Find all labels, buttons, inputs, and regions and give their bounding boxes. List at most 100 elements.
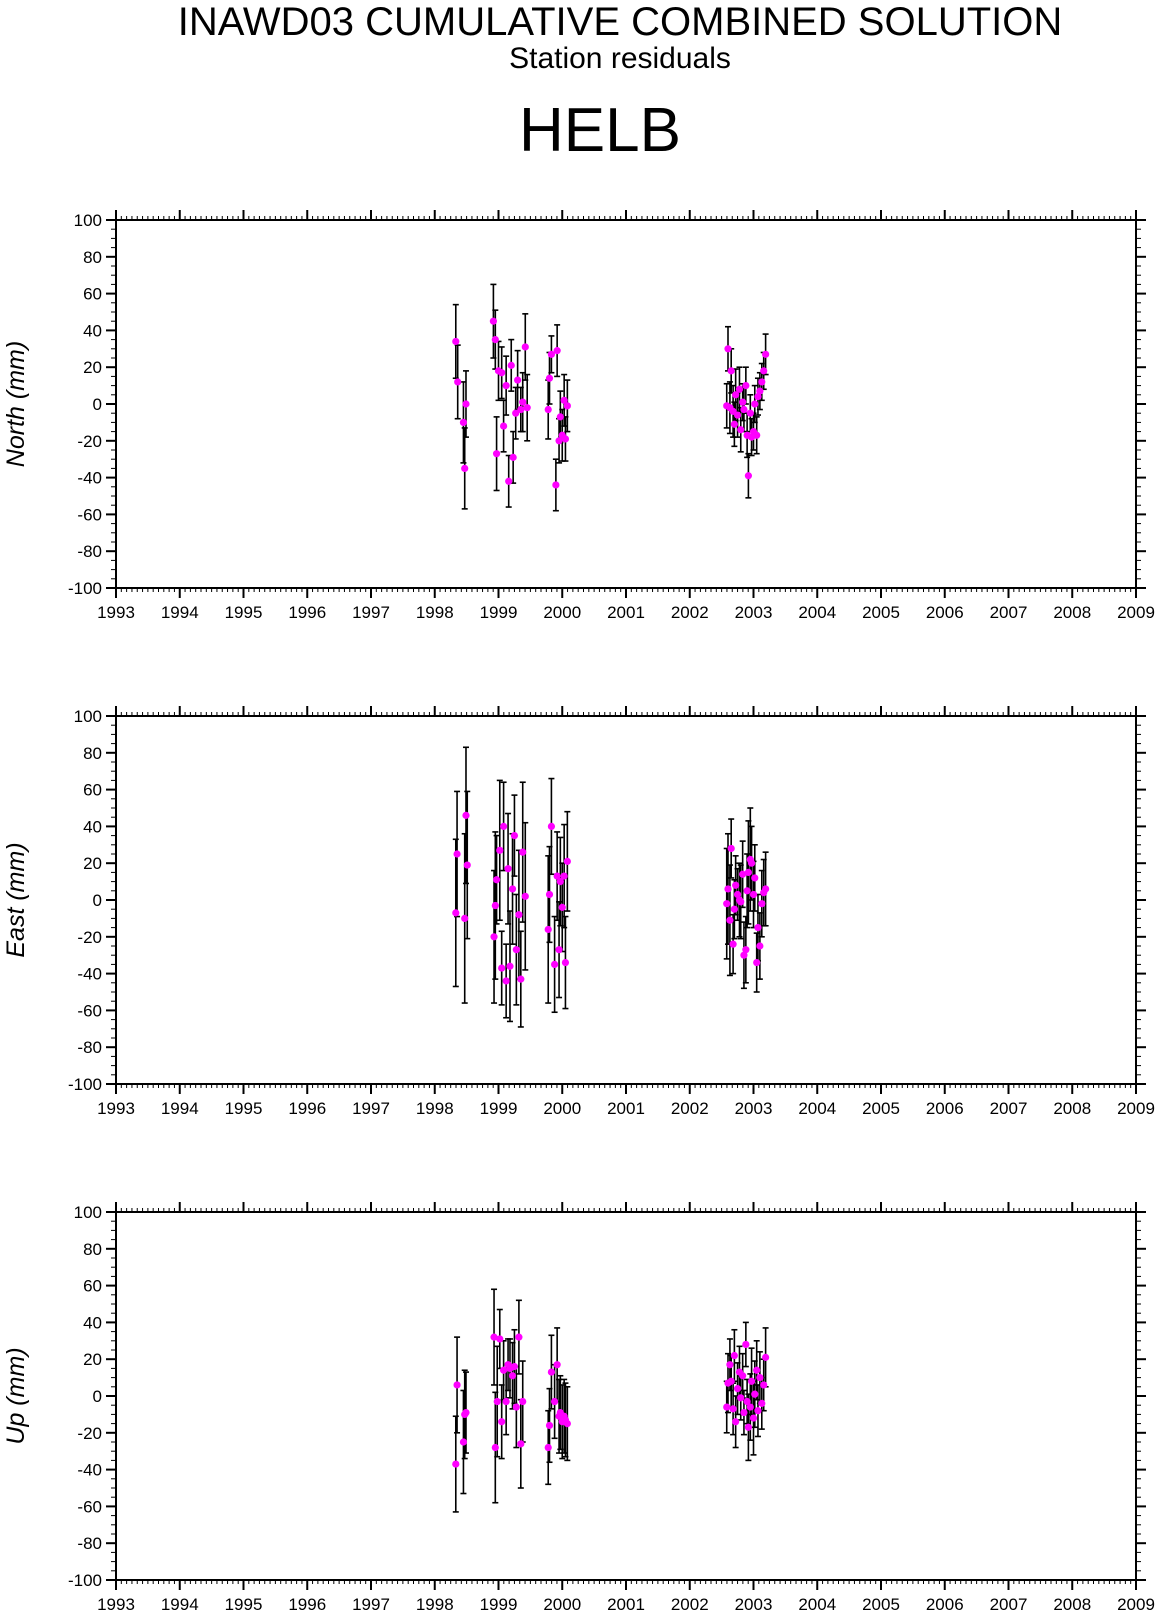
- data-point: [723, 900, 731, 908]
- y-tick-label: 20: [83, 854, 102, 873]
- data-point: [746, 409, 754, 417]
- data-point: [749, 890, 758, 899]
- data-point: [733, 411, 742, 419]
- data-point: [560, 872, 568, 880]
- x-tick-label: 1993: [97, 603, 135, 622]
- data-point: [506, 962, 514, 970]
- data-point: [512, 409, 520, 417]
- y-tick-label: 0: [93, 395, 102, 414]
- y-tick-label: 80: [83, 1240, 102, 1259]
- data-point: [502, 1397, 510, 1406]
- data-point: [756, 942, 764, 950]
- data-point: [563, 1420, 571, 1428]
- data-point: [744, 472, 753, 480]
- data-point: [463, 861, 471, 869]
- x-tick-label: 2001: [607, 603, 645, 622]
- data-point: [727, 844, 735, 853]
- data-point: [493, 1397, 501, 1406]
- y-tick-label: -80: [77, 542, 102, 561]
- data-point: [555, 946, 563, 954]
- data-point: [508, 885, 517, 893]
- y-tick-label: -20: [77, 928, 102, 947]
- data-point: [726, 916, 734, 924]
- y-tick-label: 60: [83, 1277, 102, 1296]
- x-tick-label: 2004: [798, 603, 836, 622]
- data-point: [756, 387, 764, 395]
- east-axis-label: East (mm): [2, 842, 30, 957]
- x-tick-label: 1995: [225, 603, 263, 622]
- data-point: [561, 958, 570, 967]
- data-point: [517, 405, 525, 414]
- x-tick-label: 2000: [543, 1595, 581, 1614]
- data-point: [459, 1438, 468, 1446]
- data-point: [496, 846, 504, 854]
- y-tick-label: -100: [68, 1571, 102, 1590]
- y-tick-label: -60: [77, 1497, 102, 1516]
- x-tick-label: 1998: [416, 1099, 454, 1118]
- x-tick-label: 2005: [862, 1099, 900, 1118]
- data-point: [553, 347, 561, 355]
- data-point: [758, 900, 766, 908]
- x-tick-label: 1997: [352, 1099, 390, 1118]
- x-tick-label: 1999: [480, 1595, 518, 1614]
- data-point: [515, 1333, 523, 1341]
- data-point: [553, 872, 561, 880]
- data-point: [510, 832, 519, 840]
- data-point: [452, 337, 460, 346]
- data-point: [558, 903, 566, 911]
- data-point: [523, 404, 531, 412]
- data-point: [496, 1335, 504, 1343]
- x-tick-label: 1995: [225, 1595, 263, 1614]
- x-tick-label: 2005: [862, 1595, 900, 1614]
- data-point: [544, 925, 552, 934]
- data-point: [742, 382, 750, 390]
- x-tick-label: 1994: [161, 1595, 199, 1614]
- data-point: [762, 1353, 770, 1361]
- data-point: [555, 437, 563, 445]
- data-point: [544, 1443, 552, 1452]
- x-tick-label: 2004: [798, 1595, 836, 1614]
- data-point: [545, 1421, 554, 1430]
- x-tick-label: 2002: [671, 1595, 709, 1614]
- x-tick-label: 2003: [735, 603, 773, 622]
- data-point: [556, 878, 564, 886]
- x-tick-label: 2008: [1053, 1595, 1091, 1614]
- x-tick-label: 2001: [607, 1099, 645, 1118]
- data-point: [723, 1403, 731, 1411]
- data-point: [743, 887, 751, 895]
- data-point: [502, 977, 510, 985]
- data-point: [453, 850, 461, 858]
- data-point: [508, 1372, 517, 1380]
- y-tick-label: -40: [77, 469, 102, 488]
- data-point: [729, 1405, 737, 1413]
- data-point: [753, 1366, 761, 1374]
- y-tick-label: 100: [74, 211, 102, 230]
- x-tick-label: 1996: [288, 603, 326, 622]
- data-point: [737, 898, 745, 906]
- data-point: [749, 1414, 758, 1422]
- y-tick-label: -20: [77, 1424, 102, 1443]
- data-point: [758, 1399, 766, 1407]
- data-point: [507, 361, 515, 369]
- x-tick-label: 2006: [926, 1595, 964, 1614]
- x-tick-label: 1994: [161, 603, 199, 622]
- data-point: [744, 1423, 753, 1431]
- data-point: [739, 1372, 747, 1380]
- data-point: [737, 426, 745, 434]
- y-tick-label: 60: [83, 781, 102, 800]
- data-point: [500, 422, 508, 430]
- data-point: [517, 1440, 525, 1448]
- data-point: [740, 405, 748, 414]
- data-point: [462, 400, 470, 408]
- data-point: [514, 376, 522, 384]
- data-point: [490, 1333, 498, 1341]
- data-point: [491, 901, 499, 910]
- data-point: [500, 1366, 508, 1374]
- data-point: [754, 393, 762, 401]
- data-point: [462, 1408, 470, 1417]
- data-point: [461, 914, 469, 923]
- data-point: [563, 402, 571, 410]
- data-point: [521, 343, 529, 351]
- data-point: [547, 822, 556, 831]
- y-tick-label: 40: [83, 321, 102, 340]
